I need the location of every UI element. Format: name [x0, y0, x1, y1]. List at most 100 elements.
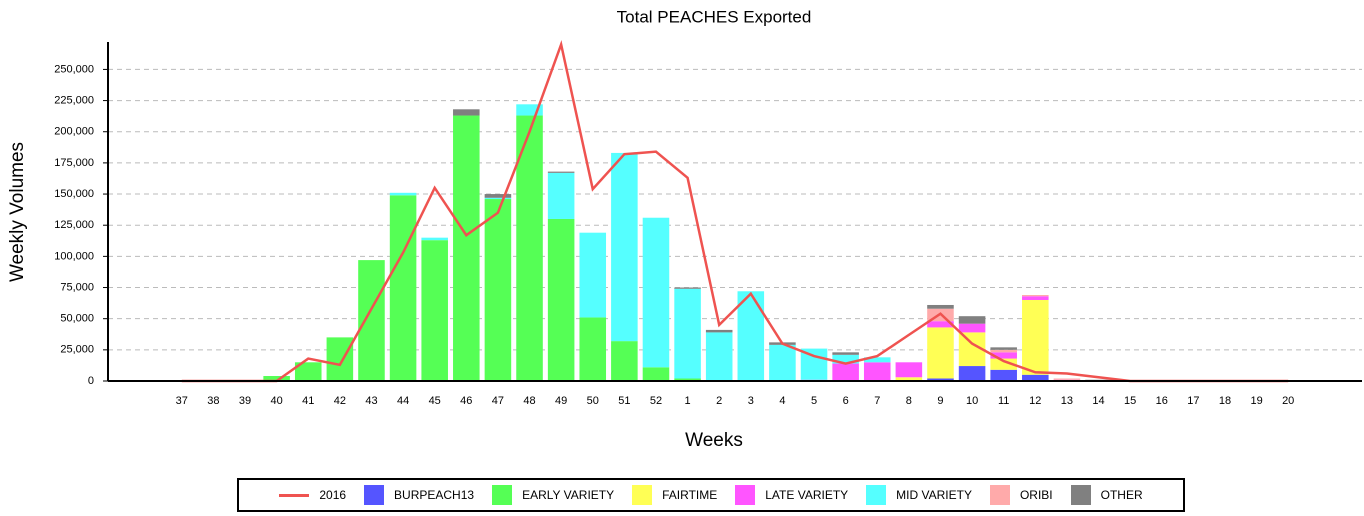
x-tick-label: 40 — [271, 395, 283, 407]
x-axis-label: Weeks — [685, 430, 743, 451]
bar-segment — [927, 321, 954, 328]
x-tick-label: 18 — [1219, 395, 1231, 407]
x-tick-label: 13 — [1061, 395, 1073, 407]
x-tick-label: 7 — [874, 395, 880, 407]
y-tick-label: 200,000 — [54, 126, 94, 138]
x-tick-label: 49 — [555, 395, 567, 407]
bar-segment — [421, 240, 448, 381]
bar-segment — [863, 357, 891, 363]
legend-swatch — [989, 485, 1010, 505]
bar-segment — [990, 349, 1017, 353]
legend-swatch — [364, 485, 385, 505]
y-tick-label: 225,000 — [54, 94, 94, 106]
y-tick-label: 175,000 — [54, 157, 94, 169]
bar-segment — [642, 217, 670, 368]
bar-segment — [990, 369, 1017, 381]
bar-segment — [990, 352, 1017, 359]
legend-label: FAIRTIME — [662, 488, 718, 502]
bar-segment — [927, 327, 954, 379]
y-tick-label: 0 — [88, 375, 94, 387]
bar-segment — [547, 172, 575, 219]
x-tick-label: 51 — [618, 395, 630, 407]
x-tick-label: 5 — [811, 395, 817, 407]
bar-segment — [832, 354, 859, 364]
legend-swatch — [866, 485, 887, 505]
y-tick-label: 75,000 — [60, 281, 94, 293]
bar-segment — [990, 347, 1017, 350]
y-tick-label: 100,000 — [54, 250, 94, 262]
legend-label: LATE VARIETY — [765, 488, 849, 502]
legend-item: BURPEACH13 — [364, 485, 474, 505]
x-tick-label: 45 — [429, 395, 441, 407]
x-tick-label: 48 — [523, 395, 535, 407]
bar-segment — [1022, 299, 1049, 375]
x-tick-label: 42 — [334, 395, 346, 407]
legend-item: OTHER — [1070, 485, 1143, 505]
x-tick-label: 4 — [779, 395, 785, 407]
x-tick-label: 17 — [1187, 395, 1199, 407]
y-tick-label: 50,000 — [60, 313, 94, 325]
x-tick-label: 6 — [843, 395, 849, 407]
bar-segment — [484, 199, 512, 381]
x-tick-label: 20 — [1282, 395, 1294, 407]
x-tick-label: 50 — [587, 395, 599, 407]
legend-item: LATE VARIETY — [735, 485, 848, 505]
bar-segment — [863, 362, 891, 381]
bar-segment — [1053, 378, 1081, 380]
x-tick-label: 16 — [1156, 395, 1168, 407]
bar-segment — [674, 288, 701, 379]
x-tick-label: 3 — [748, 395, 754, 407]
bar-segment — [484, 197, 512, 200]
y-tick-label: 250,000 — [54, 63, 94, 75]
x-tick-label: 2 — [716, 395, 722, 407]
y-tick-label: 150,000 — [54, 188, 94, 200]
bar-segment — [674, 287, 701, 289]
x-tick-label: 44 — [397, 395, 409, 407]
bar-segment — [642, 367, 670, 381]
x-tick-label: 37 — [176, 395, 188, 407]
x-tick-label: 46 — [460, 395, 472, 407]
bar-segment — [705, 332, 733, 381]
legend-item: ORIBI — [989, 485, 1053, 505]
bar-segment — [579, 232, 607, 318]
legend-swatch — [1070, 485, 1091, 505]
bar-segment — [895, 362, 923, 378]
bar-segment — [958, 316, 986, 324]
x-tick-label: 41 — [302, 395, 314, 407]
legend-label: 2016 — [319, 488, 347, 502]
x-tick-label: 19 — [1250, 395, 1262, 407]
bar-segment — [611, 152, 638, 342]
x-tick-label: 10 — [966, 395, 978, 407]
bar-segment — [453, 109, 480, 116]
legend-label: BURPEACH13 — [394, 488, 475, 502]
bar-segment — [1022, 374, 1049, 381]
legend-label: EARLY VARIETY — [522, 488, 615, 502]
x-tick-label: 47 — [492, 395, 504, 407]
bar-segment — [1022, 295, 1049, 297]
bar-segment — [389, 195, 417, 381]
bar-segment — [547, 218, 575, 381]
legend-swatch — [632, 485, 653, 505]
bar-segment — [579, 317, 607, 381]
legend-label: ORIBI — [1019, 488, 1053, 502]
legend-item: EARLY VARIETY — [492, 485, 614, 505]
x-tick-label: 12 — [1029, 395, 1041, 407]
legend-swatch — [735, 485, 756, 505]
legend-label: OTHER — [1100, 488, 1143, 502]
legend-item: FAIRTIME — [632, 485, 717, 505]
y-tick-label: 25,000 — [60, 344, 94, 356]
bar-segment — [958, 323, 986, 333]
bar-segment — [611, 341, 638, 381]
bar-segment — [484, 194, 512, 198]
bar-segment — [294, 362, 322, 381]
x-tick-label: 52 — [650, 395, 662, 407]
x-tick-label: 38 — [207, 395, 219, 407]
bar-segment — [358, 260, 385, 381]
x-tick-label: 15 — [1124, 395, 1136, 407]
x-tick-label: 8 — [906, 395, 912, 407]
legend-swatch — [279, 493, 310, 497]
x-tick-label: 1 — [685, 395, 691, 407]
bar-segment — [927, 378, 954, 381]
bar-segment — [389, 192, 417, 196]
